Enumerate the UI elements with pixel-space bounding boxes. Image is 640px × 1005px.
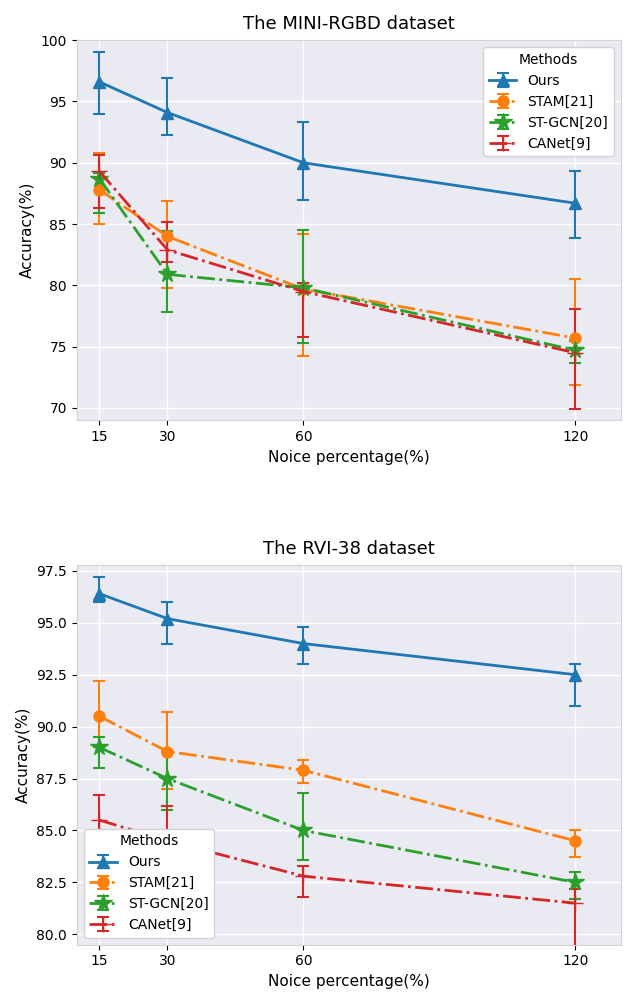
Y-axis label: Accuracy(%): Accuracy(%) bbox=[20, 182, 35, 278]
Legend: Ours, STAM[21], ST-GCN[20], CANet[9]: Ours, STAM[21], ST-GCN[20], CANet[9] bbox=[483, 47, 614, 156]
X-axis label: Noice percentage(%): Noice percentage(%) bbox=[268, 449, 429, 464]
Title: The MINI-RGBD dataset: The MINI-RGBD dataset bbox=[243, 15, 454, 33]
Title: The RVI-38 dataset: The RVI-38 dataset bbox=[263, 540, 435, 558]
Y-axis label: Accuracy(%): Accuracy(%) bbox=[16, 707, 31, 803]
X-axis label: Noice percentage(%): Noice percentage(%) bbox=[268, 974, 429, 989]
Legend: Ours, STAM[21], ST-GCN[20], CANet[9]: Ours, STAM[21], ST-GCN[20], CANet[9] bbox=[84, 829, 214, 938]
